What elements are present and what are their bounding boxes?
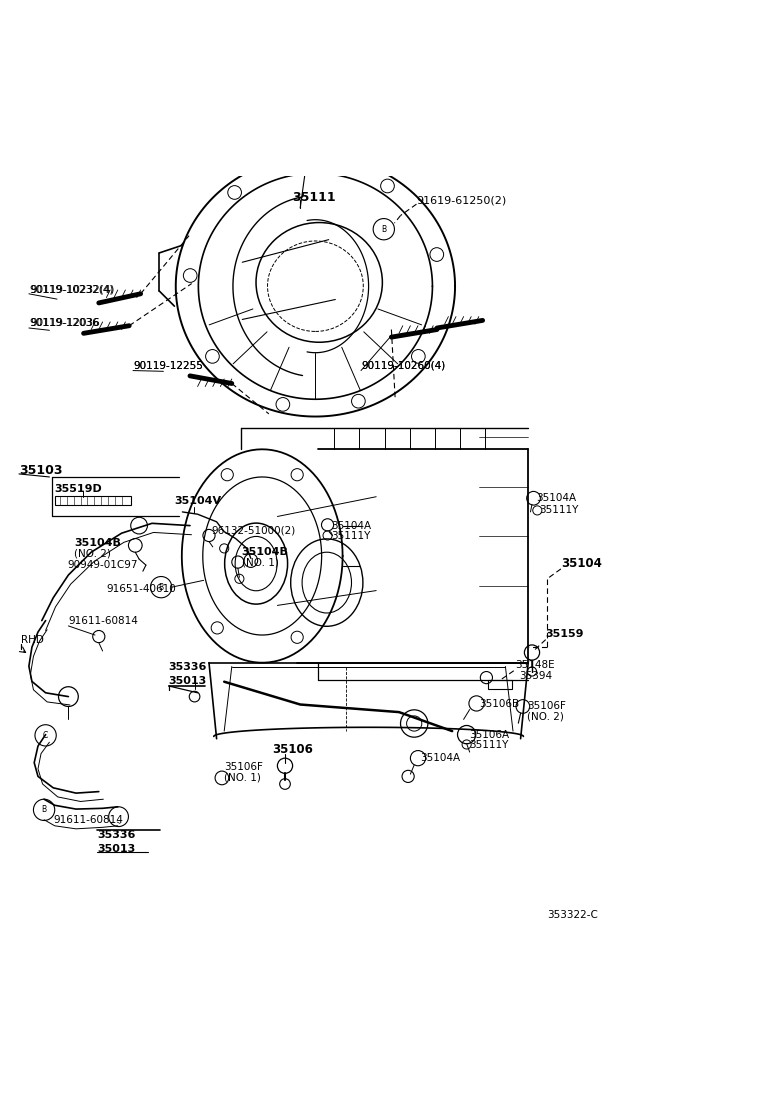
- Text: 35519D: 35519D: [55, 484, 103, 494]
- Text: 90949-01C97: 90949-01C97: [67, 560, 138, 570]
- Text: 35106: 35106: [272, 743, 313, 755]
- Text: RHD: RHD: [21, 635, 44, 645]
- Text: 35104A: 35104A: [420, 753, 461, 763]
- Text: 90119-10232(4): 90119-10232(4): [29, 285, 113, 295]
- Text: 35111Y: 35111Y: [540, 505, 579, 515]
- Text: 35104A: 35104A: [536, 494, 576, 504]
- Text: (NO. 2): (NO. 2): [527, 712, 564, 722]
- Text: 35104: 35104: [561, 557, 602, 570]
- Bar: [488, 679, 512, 689]
- Text: 35159: 35159: [546, 629, 584, 639]
- Text: 91651-40610: 91651-40610: [106, 585, 176, 595]
- Text: B: B: [159, 583, 163, 592]
- Text: 35111: 35111: [293, 191, 336, 203]
- Text: 353322-C: 353322-C: [547, 910, 598, 920]
- Text: 35111Y: 35111Y: [469, 741, 508, 751]
- Text: 90119-10260(4): 90119-10260(4): [361, 361, 445, 371]
- Text: 35336: 35336: [169, 662, 207, 672]
- Text: 35013: 35013: [97, 844, 135, 854]
- Text: 90119-12255: 90119-12255: [133, 361, 203, 371]
- Bar: [55, 496, 131, 506]
- Text: 35148E: 35148E: [515, 661, 555, 671]
- Text: 35104B: 35104B: [242, 547, 289, 557]
- Text: 90119-10232(4): 90119-10232(4): [30, 285, 115, 295]
- Text: (NO. 2): (NO. 2): [74, 548, 112, 558]
- Text: 35111Y: 35111Y: [331, 532, 371, 542]
- Text: 35336: 35336: [97, 830, 135, 840]
- Text: 96132-51000(2): 96132-51000(2): [211, 525, 296, 535]
- Text: C: C: [43, 731, 48, 739]
- Text: 35013: 35013: [169, 676, 207, 686]
- Text: 35104B: 35104B: [74, 538, 122, 548]
- Text: 90119-12255: 90119-12255: [133, 361, 203, 371]
- Text: 91619-61250(2): 91619-61250(2): [416, 196, 507, 206]
- Text: 35104A: 35104A: [331, 520, 372, 530]
- Text: B: B: [382, 225, 386, 234]
- Text: 91611-60814: 91611-60814: [53, 815, 123, 825]
- Text: 35106F: 35106F: [527, 702, 565, 712]
- Text: (NO. 1): (NO. 1): [242, 558, 279, 568]
- Text: 35104V: 35104V: [175, 496, 222, 506]
- Text: 90119-12036: 90119-12036: [29, 318, 99, 328]
- Text: 35106A: 35106A: [469, 729, 509, 739]
- Text: B: B: [42, 805, 46, 814]
- Text: 35103: 35103: [19, 464, 62, 477]
- Text: 91611-60814: 91611-60814: [68, 616, 138, 626]
- Text: 35394: 35394: [519, 671, 553, 681]
- Text: 35106B: 35106B: [479, 699, 519, 709]
- Text: (NO. 1): (NO. 1): [224, 773, 261, 783]
- Text: 35106F: 35106F: [224, 763, 263, 772]
- Text: 90119-10260(4): 90119-10260(4): [361, 361, 445, 371]
- Text: 90119-12036: 90119-12036: [30, 318, 100, 328]
